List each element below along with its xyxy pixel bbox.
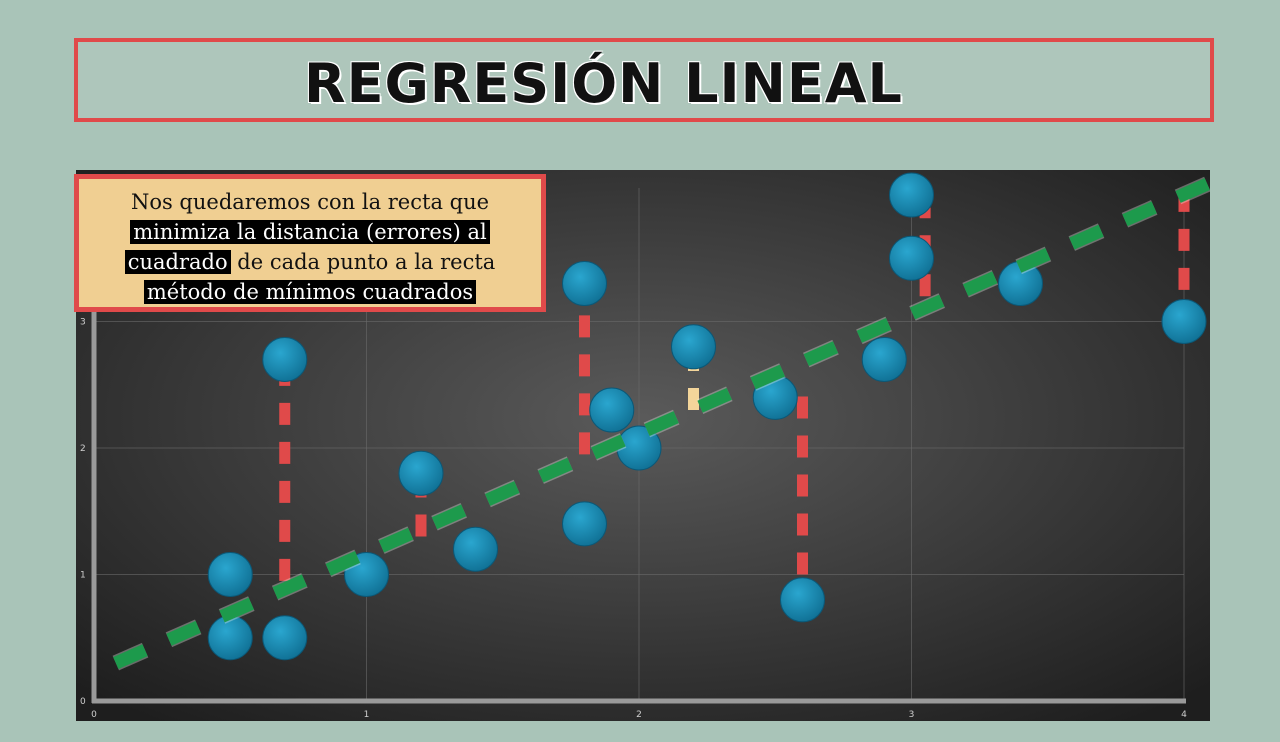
y-tick-label: 2 [80, 444, 86, 454]
note-highlight-4: método de mínimos cuadrados [143, 280, 477, 304]
regression-line-segment [113, 176, 1210, 670]
x-tick-label: 3 [909, 710, 915, 720]
page-title: REGRESIÓN LINEAL [304, 52, 903, 115]
note-line-3: cuadrado de cada punto a la recta [79, 247, 541, 277]
x-tick-label: 1 [364, 710, 370, 720]
data-point [671, 324, 716, 370]
tick-labels: 0 1 2 3 4 0 1 2 3 [80, 318, 1187, 721]
y-tick-label: 3 [80, 318, 86, 328]
note-highlight-3: cuadrado [124, 250, 231, 274]
note-line-3-rest: de cada punto a la recta [230, 250, 496, 274]
data-point [589, 387, 635, 433]
data-point [861, 336, 907, 382]
data-point [780, 577, 825, 623]
note-line-1: Nos quedaremos con la recta que [130, 190, 490, 214]
note-line-2: minimiza la distancia (errores) al [79, 217, 541, 247]
y-tick-label: 1 [80, 571, 86, 581]
x-tick-label: 4 [1181, 710, 1187, 720]
note-line-4: método de mínimos cuadrados [79, 277, 541, 307]
x-tick-label: 0 [91, 710, 97, 720]
y-tick-label: 0 [80, 697, 86, 707]
data-point [398, 450, 444, 496]
note-box: Nos quedaremos con la recta que minimiza… [74, 174, 546, 312]
data-point [207, 615, 253, 661]
data-point [889, 172, 934, 218]
data-point [562, 261, 607, 307]
note-highlight-2: minimiza la distancia (errores) al [130, 220, 490, 244]
data-points [207, 172, 1207, 661]
x-tick-label: 2 [636, 710, 642, 720]
title-frame: REGRESIÓN LINEAL [74, 38, 1214, 122]
data-point [262, 336, 308, 382]
data-point [453, 526, 498, 572]
data-point [562, 501, 607, 547]
data-point [262, 615, 308, 661]
data-point [1161, 299, 1207, 344]
data-point [207, 552, 253, 597]
regression-line [112, 175, 1210, 671]
data-point [889, 235, 934, 281]
